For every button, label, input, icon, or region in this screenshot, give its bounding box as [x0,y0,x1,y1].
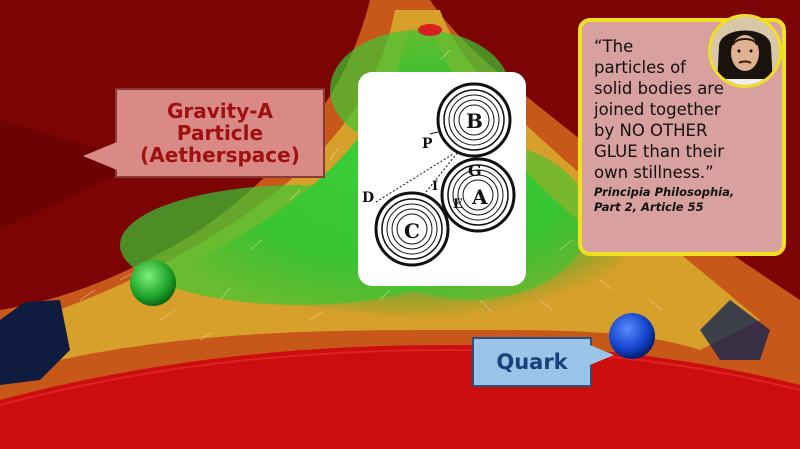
quark-callout: Quark [472,337,614,387]
quote-source: Principia Philosophia, Part 2, Article 5… [594,185,735,214]
gravity-particle-sphere [130,260,176,306]
quark-callout-pointer [590,345,614,365]
callout-pointer [83,142,117,170]
diagram-label-g: G [468,161,482,180]
gravity-a-particle-callout: Gravity-A Particle (Aetherspace) [83,88,325,178]
quark-sphere [609,313,655,359]
descartes-portrait [708,14,782,88]
diagram-label-p: P [422,136,433,152]
quark-callout-text: Quark [496,350,568,374]
diagram-label-a: A [471,185,488,209]
diagram-label-c: C [404,219,420,243]
diagram-label-b: B [466,109,483,133]
diagram-label-e: E [453,197,463,212]
gravity-callout-text: Gravity-A Particle (Aetherspace) [140,99,300,167]
diagram-label-d: D [362,190,374,206]
descartes-vortex-diagram: B P G I D A E C [358,72,526,286]
quote-text: “The particles of solid bodies are joine… [594,37,725,182]
diagram-label-i: I [432,179,438,194]
descartes-quote-box: “The particles of solid bodies are joine… [578,18,786,256]
